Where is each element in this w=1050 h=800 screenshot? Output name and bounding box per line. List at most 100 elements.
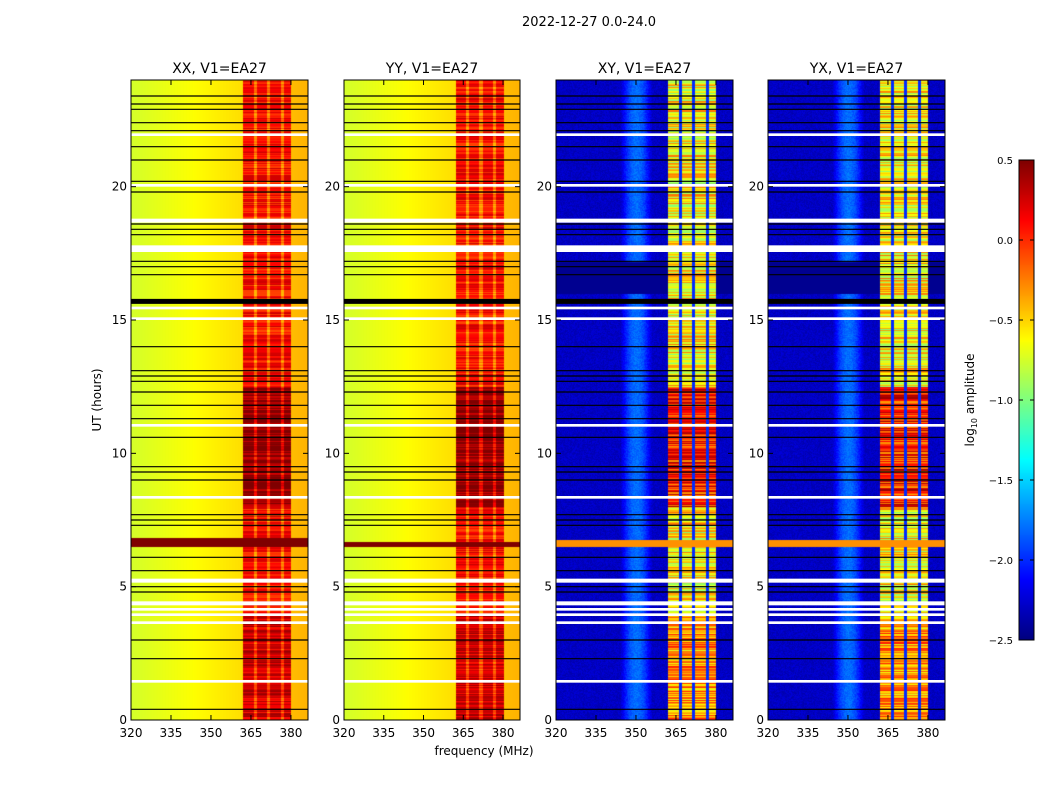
flagged-white-row (344, 184, 520, 187)
x-tick-label: 350 (200, 726, 223, 740)
y-tick-label: 15 (749, 313, 764, 327)
flagged-white-row (768, 608, 945, 611)
flagged-white-row (768, 613, 945, 616)
y-tick-label: 0 (756, 713, 764, 727)
panel-title: XX, V1=EA27 (172, 61, 267, 77)
flagged-white-row (556, 608, 733, 611)
flagged-white-row (344, 424, 520, 427)
x-tick-label: 365 (665, 726, 688, 740)
y-axis-label: UT (hours) (90, 368, 104, 431)
colorbar-tick-label: −1.0 (989, 396, 1013, 407)
y-tick-label: 0 (544, 713, 552, 727)
flagged-white-row (131, 245, 308, 252)
flagged-white-row (131, 680, 308, 683)
y-tick-label: 20 (325, 180, 340, 194)
colorbar-tick-label: −0.5 (989, 316, 1013, 327)
flagged-white-row (768, 245, 945, 252)
x-tick-label: 335 (797, 726, 820, 740)
flagged-white-row (131, 306, 308, 310)
x-tick-label: 350 (625, 726, 648, 740)
panel-frame (555, 79, 734, 721)
flagged-white-row (768, 424, 945, 427)
x-tick-label: 320 (545, 726, 568, 740)
flagged-white-row (131, 613, 308, 616)
y-tick-label: 15 (112, 313, 127, 327)
x-tick-label: 335 (160, 726, 183, 740)
flagged-white-row (556, 218, 733, 223)
flagged-white-row (768, 184, 945, 187)
y-tick-label: 20 (537, 180, 552, 194)
y-tick-label: 5 (756, 580, 764, 594)
colorbar-tick-label: 0.5 (997, 156, 1013, 167)
panel-title: YY, V1=EA27 (385, 61, 478, 77)
y-tick-label: 10 (112, 446, 127, 460)
panel-frame (343, 79, 521, 721)
flagged-white-row (131, 218, 308, 223)
y-tick-label: 5 (332, 580, 340, 594)
x-tick-label: 335 (585, 726, 608, 740)
colorbar-label: log10 amplitude (963, 354, 979, 447)
colorbar-tick-label: −2.0 (989, 556, 1013, 567)
flagged-white-row (131, 608, 308, 611)
flagged-white-row (768, 601, 945, 606)
x-tick-label: 365 (452, 726, 475, 740)
flagged-white-row (344, 245, 520, 252)
flagged-white-row (556, 578, 733, 583)
y-tick-label: 0 (119, 713, 127, 727)
x-tick-label: 335 (372, 726, 395, 740)
flagged-white-row (131, 424, 308, 427)
flagged-white-row (768, 578, 945, 583)
panel-frame (767, 79, 946, 721)
y-tick-label: 20 (749, 180, 764, 194)
x-tick-label: 350 (837, 726, 860, 740)
flagged-white-row (344, 621, 520, 624)
y-tick-label: 5 (544, 580, 552, 594)
flagged-white-row (131, 621, 308, 624)
y-tick-label: 10 (325, 446, 340, 460)
flagged-white-row (768, 317, 945, 320)
x-tick-label: 380 (704, 726, 727, 740)
y-tick-label: 10 (749, 446, 764, 460)
flagged-white-row (556, 133, 733, 136)
colorbar-tick-label: −2.5 (989, 636, 1013, 647)
flagged-white-row (556, 306, 733, 310)
panel-title: YX, V1=EA27 (809, 61, 904, 77)
flagged-white-row (131, 317, 308, 320)
y-tick-label: 15 (537, 313, 552, 327)
x-tick-label: 380 (916, 726, 939, 740)
flagged-white-row (344, 680, 520, 683)
flagged-white-row (556, 424, 733, 427)
flagged-white-row (131, 133, 308, 136)
flagged-white-row (131, 184, 308, 187)
flagged-white-row (556, 317, 733, 320)
x-tick-label: 365 (240, 726, 263, 740)
flagged-white-row (768, 621, 945, 624)
flagged-white-row (556, 680, 733, 683)
flagged-white-row (344, 608, 520, 611)
flagged-white-row (131, 601, 308, 606)
flagged-white-row (344, 578, 520, 583)
y-tick-label: 10 (537, 446, 552, 460)
x-tick-label: 320 (120, 726, 143, 740)
flagged-white-row (344, 133, 520, 136)
x-tick-label: 380 (492, 726, 515, 740)
y-tick-label: 20 (112, 180, 127, 194)
flagged-white-row (556, 613, 733, 616)
y-tick-label: 5 (119, 580, 127, 594)
flagged-white-row (344, 601, 520, 606)
panel-title: XY, V1=EA27 (598, 61, 692, 77)
colorbar-tick-label: 0.0 (997, 236, 1013, 247)
y-tick-label: 0 (332, 713, 340, 727)
colorbar-gradient (1019, 160, 1034, 640)
flagged-white-row (768, 133, 945, 136)
flagged-white-row (556, 184, 733, 187)
y-tick-label: 15 (325, 313, 340, 327)
flagged-white-row (131, 578, 308, 583)
x-tick-label: 320 (757, 726, 780, 740)
flagged-white-row (556, 245, 733, 252)
flagged-white-row (556, 496, 733, 499)
figure-title: 2022-12-27 0.0-24.0 (522, 15, 656, 30)
x-tick-label: 380 (279, 726, 302, 740)
flagged-white-row (556, 601, 733, 606)
x-tick-label: 320 (333, 726, 356, 740)
